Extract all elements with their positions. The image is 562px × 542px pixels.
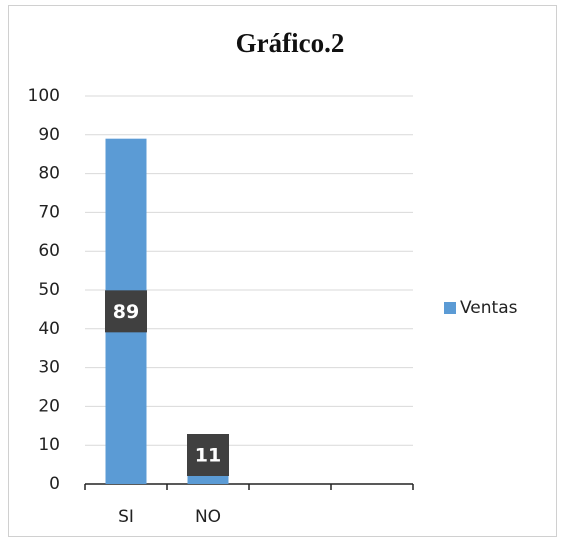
y-tick-label: 60 — [38, 241, 60, 261]
y-tick-label: 70 — [38, 202, 60, 222]
x-tick-label: NO — [195, 507, 221, 527]
y-tick-label: 80 — [38, 164, 60, 184]
y-tick-label: 90 — [38, 125, 60, 145]
data-label: 11 — [195, 445, 221, 467]
data-label-box — [187, 434, 229, 476]
legend-label: Ventas — [460, 298, 518, 318]
chart-border — [8, 5, 557, 537]
y-tick-label: 100 — [28, 86, 60, 106]
y-tick-label: 50 — [38, 280, 60, 300]
y-tick-label: 30 — [38, 358, 60, 378]
y-tick-label: 0 — [49, 474, 60, 494]
y-tick-label: 20 — [38, 396, 60, 416]
data-label: 89 — [113, 301, 139, 323]
chart-title: Gráfico.2 — [236, 28, 345, 58]
x-tick-label: SI — [118, 507, 134, 527]
data-label-box — [105, 290, 147, 333]
legend-swatch — [444, 302, 456, 314]
y-tick-label: 40 — [38, 319, 60, 339]
y-tick-label: 10 — [38, 435, 60, 455]
